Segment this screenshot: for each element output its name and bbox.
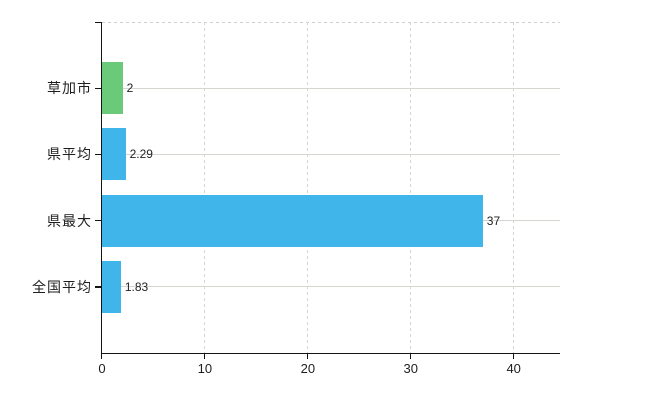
x-gridline [307, 22, 309, 353]
y-axis-tick [95, 87, 102, 89]
x-axis-tick [306, 353, 309, 359]
x-axis-line [100, 352, 560, 355]
bar-value-label: 1.83 [124, 279, 149, 294]
y-gridline [102, 286, 560, 288]
category-label: 草加市 [47, 80, 92, 97]
bar-value-label: 37 [486, 213, 501, 228]
x-tick-label: 0 [98, 361, 106, 376]
plot-top-gridline [102, 22, 560, 23]
bar-value-label: 2.29 [129, 147, 153, 162]
x-tick-label: 10 [197, 361, 213, 376]
x-axis-tick [512, 353, 514, 359]
bar [102, 260, 121, 313]
y-axis-tick [95, 21, 102, 23]
category-label: 県平均 [47, 146, 92, 163]
y-axis-tick [95, 220, 102, 222]
x-axis-tick [101, 353, 103, 359]
bar [102, 194, 483, 247]
bar-value-label: 2 [126, 81, 134, 96]
x-gridline [513, 22, 515, 353]
x-gridline [204, 22, 206, 353]
x-axis-tick [409, 353, 412, 359]
y-axis-tick [95, 153, 102, 156]
y-axis-line [100, 22, 102, 355]
bar [102, 128, 126, 181]
y-axis-tick [95, 286, 102, 288]
x-tick-label: 20 [300, 361, 316, 376]
y-gridline [102, 153, 560, 155]
x-axis-tick [203, 353, 206, 359]
x-tick-label: 30 [403, 361, 418, 376]
y-gridline [102, 87, 560, 89]
x-gridline [410, 22, 412, 353]
x-tick-label: 40 [506, 361, 521, 376]
category-label: 県最大 [47, 212, 92, 229]
category-label: 全国平均 [32, 278, 92, 295]
bar [102, 62, 123, 115]
